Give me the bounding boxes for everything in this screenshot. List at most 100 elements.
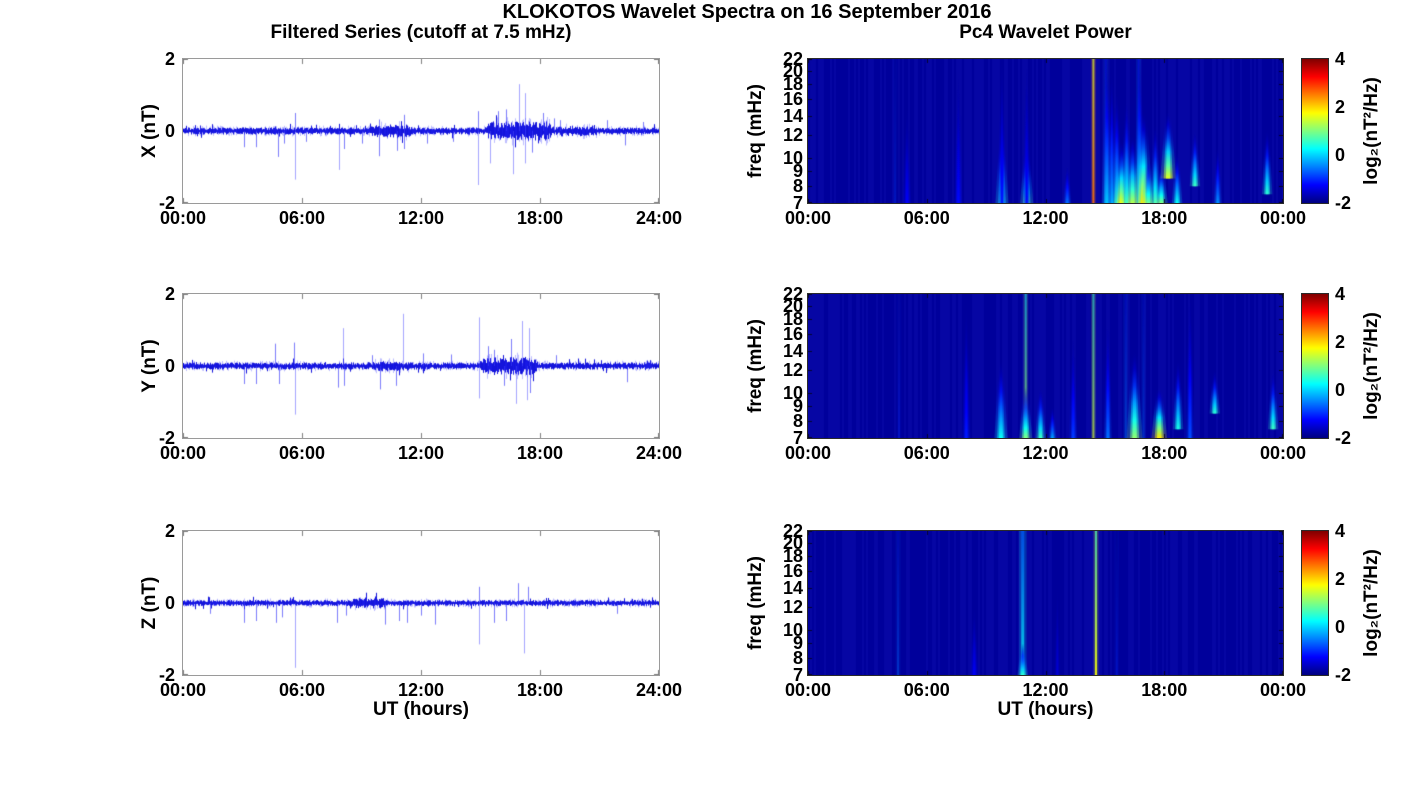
colorbar-panel-3	[1301, 530, 1329, 676]
x-tick-label: 24:00	[635, 680, 683, 700]
x-tick-label: 18:00	[516, 680, 564, 700]
freq-tick-label: 22	[782, 284, 803, 304]
freq-tick-label: 10	[782, 383, 803, 404]
freq-tick-label: 12	[782, 597, 803, 618]
x-tick-label: 00:00	[1259, 680, 1307, 700]
x-tick-label: 12:00	[1022, 680, 1069, 700]
x-tick-label: 00:00	[159, 680, 207, 700]
colorbar-tick-label: 2	[1335, 569, 1346, 589]
x-tick-label: 18:00	[516, 208, 564, 228]
colorbar-tick-label: 0	[1335, 617, 1346, 637]
freq-tick-label: 8	[792, 648, 803, 669]
x-tick-label: 06:00	[903, 208, 950, 228]
y-tick-label: -2	[158, 193, 175, 213]
freq-tick-label: 9	[792, 396, 803, 417]
freq-tick-label: 18	[782, 74, 803, 95]
freq-tick-label: 16	[782, 324, 803, 345]
colorbar-label-1: log₂(nT²/Hz)	[1361, 77, 1382, 185]
x-tick-label: 18:00	[1141, 680, 1188, 700]
y-tick-label: 0	[164, 356, 175, 376]
colorbar-tick-label: 0	[1335, 380, 1346, 400]
x-tick-label: 00:00	[159, 443, 207, 463]
x-tick-label: 12:00	[397, 208, 445, 228]
freq-tick-label: 18	[782, 546, 803, 567]
freq-tick-label: 7	[792, 428, 803, 448]
freq-tick-label: 18	[782, 309, 803, 330]
freq-tick-label: 7	[792, 193, 803, 213]
x-tick-label: 18:00	[516, 443, 564, 463]
colorbar-label-2: log₂(nT²/Hz)	[1361, 312, 1382, 420]
right-column-title: Pc4 Wavelet Power	[959, 22, 1132, 43]
y-tick-label: 0	[164, 121, 175, 141]
spectrogram-canvas-x	[807, 58, 1284, 204]
spectrogram-canvas-z	[807, 530, 1284, 676]
freq-tick-label: 10	[782, 620, 803, 641]
y-tick-label: 2	[164, 521, 175, 541]
freq-tick-label: 20	[782, 532, 803, 553]
x-tick-label: 24:00	[635, 208, 683, 228]
y-tick-label: -2	[158, 665, 175, 685]
right-x-axis-label: UT (hours)	[997, 699, 1094, 720]
x-tick-label: 00:00	[784, 208, 832, 228]
freq-tick-label: 8	[792, 411, 803, 432]
freq-axis-label-1: freq (mHz)	[745, 84, 766, 178]
colorbar-canvas-2	[1301, 293, 1329, 439]
left-x-axis-label: UT (hours)	[372, 699, 470, 720]
colorbar-label-3: log₂(nT²/Hz)	[1361, 549, 1382, 657]
x-tick-label: 18:00	[1141, 443, 1188, 463]
figure-title: KLOKOTOS Wavelet Spectra on 16 September…	[502, 1, 992, 23]
freq-tick-label: 14	[782, 340, 803, 361]
x-tick-label: 12:00	[1022, 208, 1069, 228]
x-tick-label: 06:00	[903, 680, 950, 700]
y-tick-label: 2	[164, 49, 175, 69]
freq-tick-label: 12	[782, 360, 803, 381]
colorbar-tick-label: -2	[1335, 193, 1352, 213]
x-tick-label: 12:00	[1022, 443, 1069, 463]
x-tick-label: 00:00	[159, 208, 207, 228]
x-tick-label: 12:00	[397, 680, 445, 700]
colorbar-panel-1	[1301, 58, 1329, 204]
colorbar-tick-label: 2	[1335, 97, 1346, 117]
colorbar-tick-label: 0	[1335, 145, 1346, 165]
spectrogram-canvas-y	[807, 293, 1284, 439]
freq-tick-label: 8	[792, 176, 803, 197]
colorbar-tick-label: 4	[1335, 284, 1346, 304]
x-tick-label: 00:00	[1259, 443, 1307, 463]
freq-tick-label: 22	[782, 521, 803, 541]
x-tick-label: 00:00	[1259, 208, 1307, 228]
colorbar-tick-label: 4	[1335, 521, 1346, 541]
x-tick-label: 18:00	[1141, 208, 1188, 228]
x-tick-label: 06:00	[903, 443, 950, 463]
timeseries-canvas-z	[182, 530, 660, 676]
freq-tick-label: 7	[792, 665, 803, 685]
x-tick-label: 24:00	[635, 443, 683, 463]
x-tick-label: 00:00	[784, 443, 832, 463]
y-tick-label: -2	[158, 428, 175, 448]
left-column-title: Filtered Series (cutoff at 7.5 mHz)	[270, 22, 572, 43]
freq-tick-label: 16	[782, 89, 803, 110]
y-axis-label-x: X (nT)	[139, 104, 160, 158]
freq-tick-label: 16	[782, 561, 803, 582]
freq-tick-label: 20	[782, 60, 803, 81]
timeseries-panel-x	[182, 58, 660, 204]
freq-tick-label: 12	[782, 125, 803, 146]
x-tick-label: 12:00	[397, 443, 445, 463]
colorbar-tick-label: 2	[1335, 332, 1346, 352]
x-tick-label: 06:00	[278, 443, 326, 463]
timeseries-canvas-y	[182, 293, 660, 439]
colorbar-panel-2	[1301, 293, 1329, 439]
spectrogram-panel-z	[807, 530, 1284, 676]
freq-tick-label: 22	[782, 49, 803, 69]
freq-tick-label: 9	[792, 633, 803, 654]
freq-tick-label: 14	[782, 105, 803, 126]
y-tick-label: 0	[164, 593, 175, 613]
x-tick-label: 06:00	[278, 208, 326, 228]
colorbar-tick-label: -2	[1335, 665, 1352, 685]
x-tick-label: 00:00	[784, 680, 832, 700]
timeseries-panel-z	[182, 530, 660, 676]
freq-tick-label: 20	[782, 295, 803, 316]
freq-tick-label: 14	[782, 577, 803, 598]
spectrogram-panel-y	[807, 293, 1284, 439]
freq-tick-label: 10	[782, 148, 803, 169]
